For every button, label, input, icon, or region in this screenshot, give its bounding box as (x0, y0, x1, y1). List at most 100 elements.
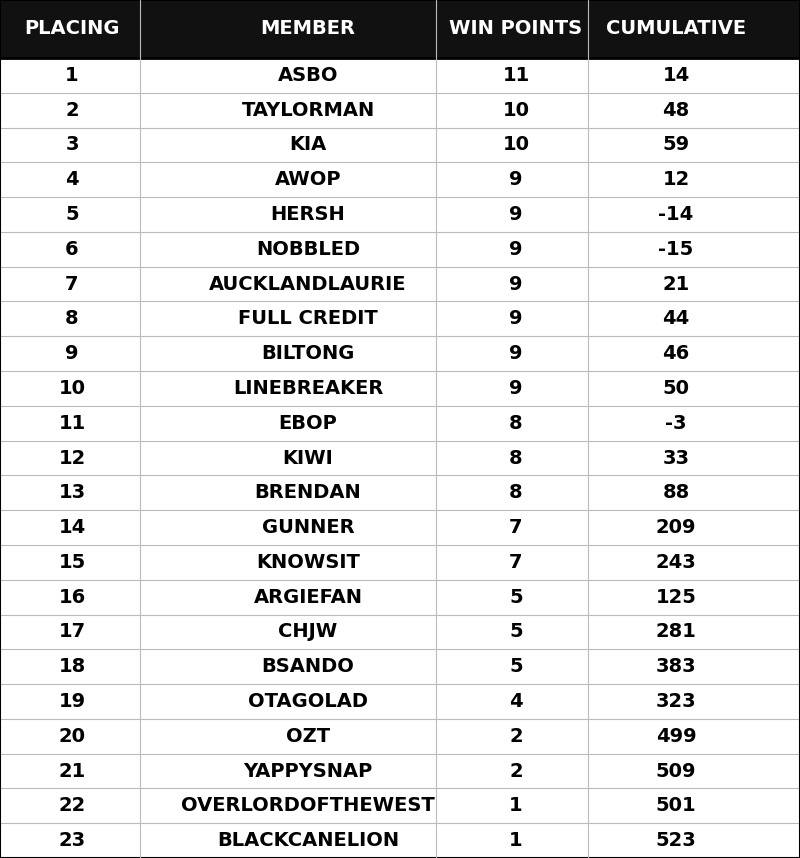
Text: TAYLORMAN: TAYLORMAN (242, 100, 374, 119)
Text: MEMBER: MEMBER (261, 20, 355, 39)
Text: 88: 88 (662, 483, 690, 502)
Text: 5: 5 (509, 657, 523, 676)
Bar (0, 197, 800, 232)
Text: 383: 383 (656, 657, 696, 676)
Bar (0, 128, 800, 162)
Bar (0, 93, 800, 128)
Bar (0, 684, 800, 719)
Text: 59: 59 (662, 136, 690, 154)
Bar (0, 0, 800, 58)
Text: 5: 5 (65, 205, 79, 224)
Text: 499: 499 (656, 727, 696, 746)
Text: 4: 4 (65, 170, 79, 190)
Bar (0, 789, 800, 823)
Text: PLACING: PLACING (24, 20, 120, 39)
Text: 2: 2 (509, 762, 523, 781)
Text: CHJW: CHJW (278, 622, 338, 642)
Text: 509: 509 (656, 762, 696, 781)
Text: 14: 14 (58, 518, 86, 537)
Bar (0, 650, 800, 684)
Text: AUCKLANDLAURIE: AUCKLANDLAURIE (210, 275, 406, 293)
Text: BLACKCANELION: BLACKCANELION (217, 831, 399, 850)
Text: 3: 3 (66, 136, 78, 154)
Text: 243: 243 (656, 553, 696, 571)
Text: CUMULATIVE: CUMULATIVE (606, 20, 746, 39)
Bar (0, 371, 800, 406)
Text: 7: 7 (510, 518, 522, 537)
Text: OVERLORDOFTHEWEST: OVERLORDOFTHEWEST (181, 796, 435, 815)
Text: EBOP: EBOP (278, 414, 338, 432)
Text: 501: 501 (656, 796, 696, 815)
Text: LINEBREAKER: LINEBREAKER (233, 379, 383, 398)
Text: HERSH: HERSH (270, 205, 346, 224)
Bar (0, 475, 800, 511)
Text: 23: 23 (58, 831, 86, 850)
Text: KNOWSIT: KNOWSIT (256, 553, 360, 571)
Text: OTAGOLAD: OTAGOLAD (248, 692, 368, 711)
Text: OZT: OZT (286, 727, 330, 746)
Text: 523: 523 (656, 831, 696, 850)
Bar (0, 441, 800, 475)
Text: 22: 22 (58, 796, 86, 815)
Text: 2: 2 (509, 727, 523, 746)
Text: KIWI: KIWI (282, 449, 334, 468)
Text: 9: 9 (510, 205, 522, 224)
Bar (0, 823, 800, 858)
Text: GUNNER: GUNNER (262, 518, 354, 537)
Text: FULL CREDIT: FULL CREDIT (238, 310, 378, 329)
Text: 8: 8 (509, 449, 523, 468)
Text: 20: 20 (58, 727, 86, 746)
Text: YAPPYSNAP: YAPPYSNAP (243, 762, 373, 781)
Text: 9: 9 (510, 344, 522, 363)
Text: 10: 10 (502, 100, 530, 119)
Text: 209: 209 (656, 518, 696, 537)
Bar (0, 719, 800, 753)
Text: 9: 9 (510, 170, 522, 190)
Bar (0, 58, 800, 93)
Text: 323: 323 (656, 692, 696, 711)
Text: 21: 21 (58, 762, 86, 781)
Text: -14: -14 (658, 205, 694, 224)
Bar (0, 545, 800, 580)
Bar (0, 232, 800, 267)
Text: 7: 7 (66, 275, 78, 293)
Text: 9: 9 (510, 310, 522, 329)
Bar (0, 406, 800, 441)
Text: BSANDO: BSANDO (262, 657, 354, 676)
Text: KIA: KIA (290, 136, 326, 154)
Text: 12: 12 (58, 449, 86, 468)
Bar (0, 614, 800, 650)
Text: -15: -15 (658, 239, 694, 259)
Text: 46: 46 (662, 344, 690, 363)
Text: 12: 12 (662, 170, 690, 190)
Text: 48: 48 (662, 100, 690, 119)
Text: 17: 17 (58, 622, 86, 642)
Text: 281: 281 (655, 622, 697, 642)
Text: 18: 18 (58, 657, 86, 676)
Text: 21: 21 (662, 275, 690, 293)
Bar (0, 753, 800, 789)
Text: 7: 7 (510, 553, 522, 571)
Text: 10: 10 (502, 136, 530, 154)
Text: 8: 8 (65, 310, 79, 329)
Text: 5: 5 (509, 622, 523, 642)
Text: 125: 125 (655, 588, 697, 607)
Text: 8: 8 (509, 414, 523, 432)
Text: NOBBLED: NOBBLED (256, 239, 360, 259)
Bar (0, 336, 800, 371)
Text: 16: 16 (58, 588, 86, 607)
Bar (0, 162, 800, 197)
Text: 19: 19 (58, 692, 86, 711)
Text: BRENDAN: BRENDAN (254, 483, 362, 502)
Bar (0, 511, 800, 545)
Bar (0, 301, 800, 336)
Text: BILTONG: BILTONG (262, 344, 354, 363)
Text: 4: 4 (509, 692, 523, 711)
Text: 50: 50 (662, 379, 690, 398)
Text: 33: 33 (662, 449, 690, 468)
Text: 1: 1 (65, 66, 79, 85)
Text: 2: 2 (65, 100, 79, 119)
Text: 14: 14 (662, 66, 690, 85)
Text: 11: 11 (502, 66, 530, 85)
Text: -3: -3 (666, 414, 686, 432)
